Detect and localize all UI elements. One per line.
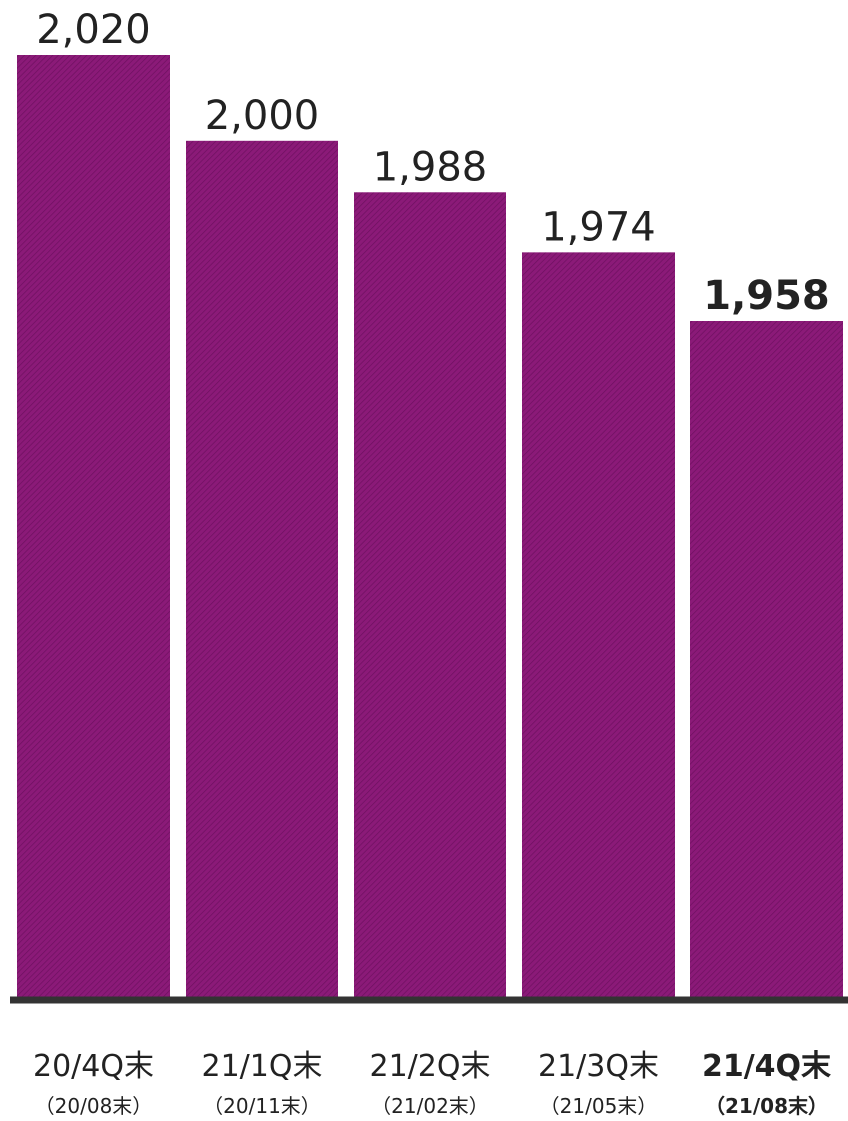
category-label-1: 20/4Q末 bbox=[33, 1049, 154, 1084]
value-label-2: 2,000 bbox=[205, 93, 320, 139]
category-sublabel-1: （20/08末） bbox=[35, 1094, 153, 1118]
category-label-4: 21/3Q末 bbox=[538, 1049, 659, 1084]
bar-2 bbox=[186, 140, 338, 997]
category-sublabel-4: （21/05末） bbox=[540, 1094, 658, 1118]
category-label-5: 21/4Q末 bbox=[702, 1049, 831, 1084]
bars-group bbox=[17, 55, 843, 997]
bar-1 bbox=[17, 55, 170, 997]
value-label-5: 1,958 bbox=[703, 273, 830, 319]
category-sublabel-5: （21/08末） bbox=[705, 1094, 828, 1118]
category-sublabel-2: （20/11末） bbox=[203, 1094, 321, 1118]
bar-4 bbox=[522, 252, 675, 997]
category-labels-group: 20/4Q末 （20/08末） 21/1Q末 （20/11末） 21/2Q末 （21/02… bbox=[33, 1049, 831, 1118]
category-label-2: 21/1Q末 bbox=[202, 1049, 323, 1084]
value-label-4: 1,974 bbox=[541, 204, 656, 250]
value-labels-group: 2,020 2,000 1,988 1,974 1,958 bbox=[36, 7, 830, 319]
bar-5 bbox=[690, 321, 843, 997]
category-label-3: 21/2Q末 bbox=[370, 1049, 491, 1084]
bar-3 bbox=[354, 192, 506, 997]
category-sublabel-3: （21/02末） bbox=[371, 1094, 489, 1118]
value-label-3: 1,988 bbox=[373, 144, 488, 190]
value-label-1: 2,020 bbox=[36, 7, 151, 53]
